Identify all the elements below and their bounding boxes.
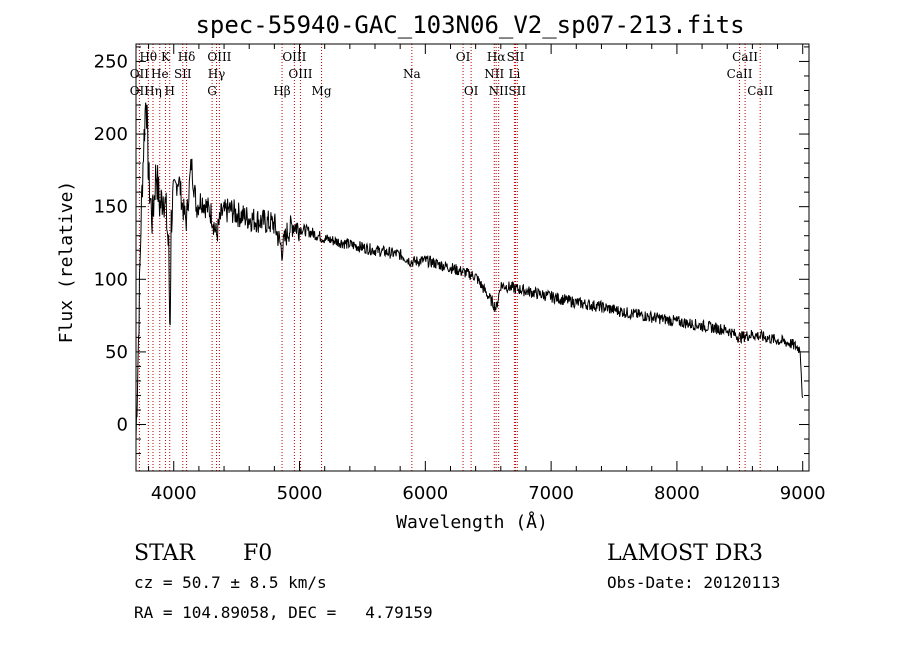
line-label: He [151, 67, 169, 81]
line-label: Hθ [139, 50, 157, 64]
y-tick-label: 100 [94, 269, 128, 290]
line-label: Hα [487, 50, 506, 64]
line-label: SII [507, 50, 525, 64]
line-label: Li [508, 67, 520, 81]
x-tick-label: 5000 [277, 483, 323, 504]
y-tick-label: 0 [117, 415, 128, 436]
line-label: Mg [312, 84, 332, 98]
line-label: SII [174, 67, 192, 81]
line-label: H [164, 84, 174, 98]
line-label: OI [456, 50, 471, 64]
line-label: Hη [144, 84, 162, 98]
line-label: Na [403, 67, 421, 81]
line-label: Hβ [273, 84, 290, 98]
x-tick-label: 6000 [402, 483, 448, 504]
line-label: OIII [282, 50, 306, 64]
x-tick-label: 9000 [780, 483, 826, 504]
emission-line-markers [138, 44, 761, 471]
line-label: Hγ [208, 67, 226, 81]
observation-date: Obs-Date: 20120113 [607, 573, 780, 592]
line-label: CaII [747, 84, 773, 98]
y-axis-label: Flux (relative) [56, 181, 77, 344]
survey-name: LAMOST DR3 [607, 541, 763, 566]
x-axis-ticks: 4000 5000 6000 7000 8000 9000 [148, 44, 826, 504]
line-label: CaII [732, 50, 758, 64]
plot-frame [135, 43, 810, 472]
line-label: NII [489, 84, 509, 98]
line-label: OIII [207, 50, 231, 64]
y-axis-ticks: 0 50 100 150 200 250 [94, 46, 809, 455]
line-label: G [207, 84, 217, 98]
object-class: STAR [134, 541, 196, 566]
line-label: OII [130, 84, 150, 98]
line-label: K [161, 50, 171, 64]
line-label: CaII [727, 67, 753, 81]
line-label: OII [130, 67, 150, 81]
line-label: NII [484, 67, 504, 81]
line-label: SII [508, 84, 526, 98]
y-tick-label: 150 [94, 197, 128, 218]
x-tick-label: 4000 [151, 483, 197, 504]
chart-title: spec-55940-GAC_103N06_V2_sp07-213.fits [195, 11, 744, 39]
x-tick-label: 8000 [654, 483, 700, 504]
line-label: OIII [288, 67, 312, 81]
line-label: Hδ [178, 50, 196, 64]
y-tick-label: 50 [105, 342, 128, 363]
y-tick-label: 250 [94, 51, 128, 72]
spectral-subclass: F0 [243, 541, 272, 566]
line-label: OI [464, 84, 479, 98]
redshift-cz: cz = 50.7 ± 8.5 km/s [134, 573, 327, 592]
x-axis-label: Wavelength (Å) [396, 511, 548, 533]
spectrum-line [135, 102, 804, 440]
y-tick-label: 200 [94, 124, 128, 145]
coordinates: RA = 104.89058, DEC = 4.79159 [134, 603, 433, 622]
x-tick-label: 7000 [528, 483, 574, 504]
